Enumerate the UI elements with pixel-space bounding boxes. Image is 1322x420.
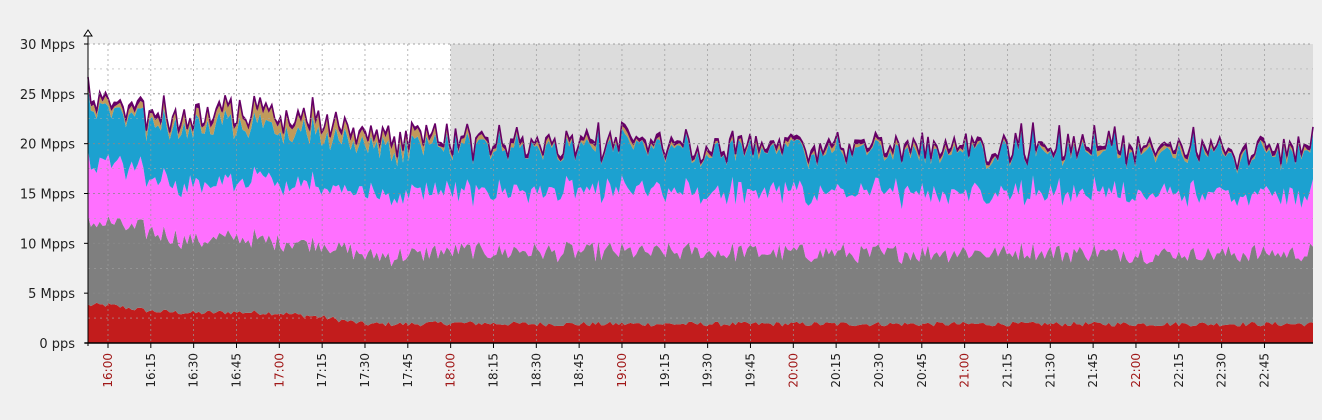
x-tick-label: 21:30 — [1043, 353, 1057, 388]
y-tick-label: 30 Mpps — [20, 38, 75, 53]
y-axis-labels: 0 pps 5 Mpps 10 Mpps 15 Mpps 20 Mpps 25 Mpps 3… — [20, 38, 75, 352]
x-tick-label: 16:00 — [101, 353, 115, 388]
x-tick-label: 22:30 — [1215, 353, 1229, 388]
x-tick-label: 17:15 — [315, 353, 329, 388]
y-tick-label: 0 pps — [39, 337, 75, 352]
x-tick-label: 17:45 — [401, 353, 415, 388]
y-tick-label: 15 Mpps — [20, 188, 75, 203]
series-areas — [87, 76, 1314, 343]
x-tick-label: 17:00 — [272, 353, 286, 388]
x-tick-label: 20:15 — [829, 353, 843, 388]
y-tick-label: 5 Mpps — [28, 287, 75, 302]
x-tick-label: 22:45 — [1257, 353, 1271, 388]
series-area-1 — [88, 302, 1313, 343]
x-tick-label: 22:00 — [1129, 353, 1143, 388]
x-tick-label: 19:30 — [701, 353, 715, 388]
x-axis-labels: 16:00 16:15 16:30 16:45 17:00 17:15 17:30 17:45… — [101, 353, 1271, 388]
x-tick-label: 18:45 — [572, 353, 586, 388]
x-tick-label: 22:15 — [1172, 353, 1186, 388]
series-area-2 — [88, 216, 1313, 327]
x-tick-label: 19:15 — [658, 353, 672, 388]
y-axis-arrow — [83, 29, 93, 37]
grid-lines — [88, 43, 1313, 343]
x-tick-label: 19:45 — [743, 353, 757, 388]
x-tick-label: 21:00 — [958, 353, 972, 388]
x-tick-label: 21:45 — [1086, 353, 1100, 388]
x-tick-label: 20:30 — [872, 353, 886, 388]
x-tick-label: 16:30 — [187, 353, 201, 388]
x-tick-label: 16:45 — [229, 353, 243, 388]
x-tick-label: 17:30 — [358, 353, 372, 388]
x-tick-label: 21:15 — [1000, 353, 1014, 388]
axes — [83, 29, 1313, 348]
x-tick-label: 19:00 — [615, 353, 629, 388]
series-top-line — [87, 76, 1314, 170]
x-tick-label: 20:00 — [786, 353, 800, 388]
series-area-3 — [88, 149, 1313, 267]
x-tick-label: 18:15 — [486, 353, 500, 388]
x-tick-label: 18:30 — [529, 353, 543, 388]
series-area-4 — [88, 87, 1313, 210]
x-tick-label: 16:15 — [144, 353, 158, 388]
x-tick-label: 18:00 — [444, 353, 458, 388]
y-tick-label: 10 Mpps — [20, 237, 75, 252]
series-area-5 — [88, 81, 1313, 174]
x-tick-label: 20:45 — [915, 353, 929, 388]
y-tick-label: 20 Mpps — [20, 138, 75, 153]
y-tick-label: 25 Mpps — [20, 88, 75, 103]
